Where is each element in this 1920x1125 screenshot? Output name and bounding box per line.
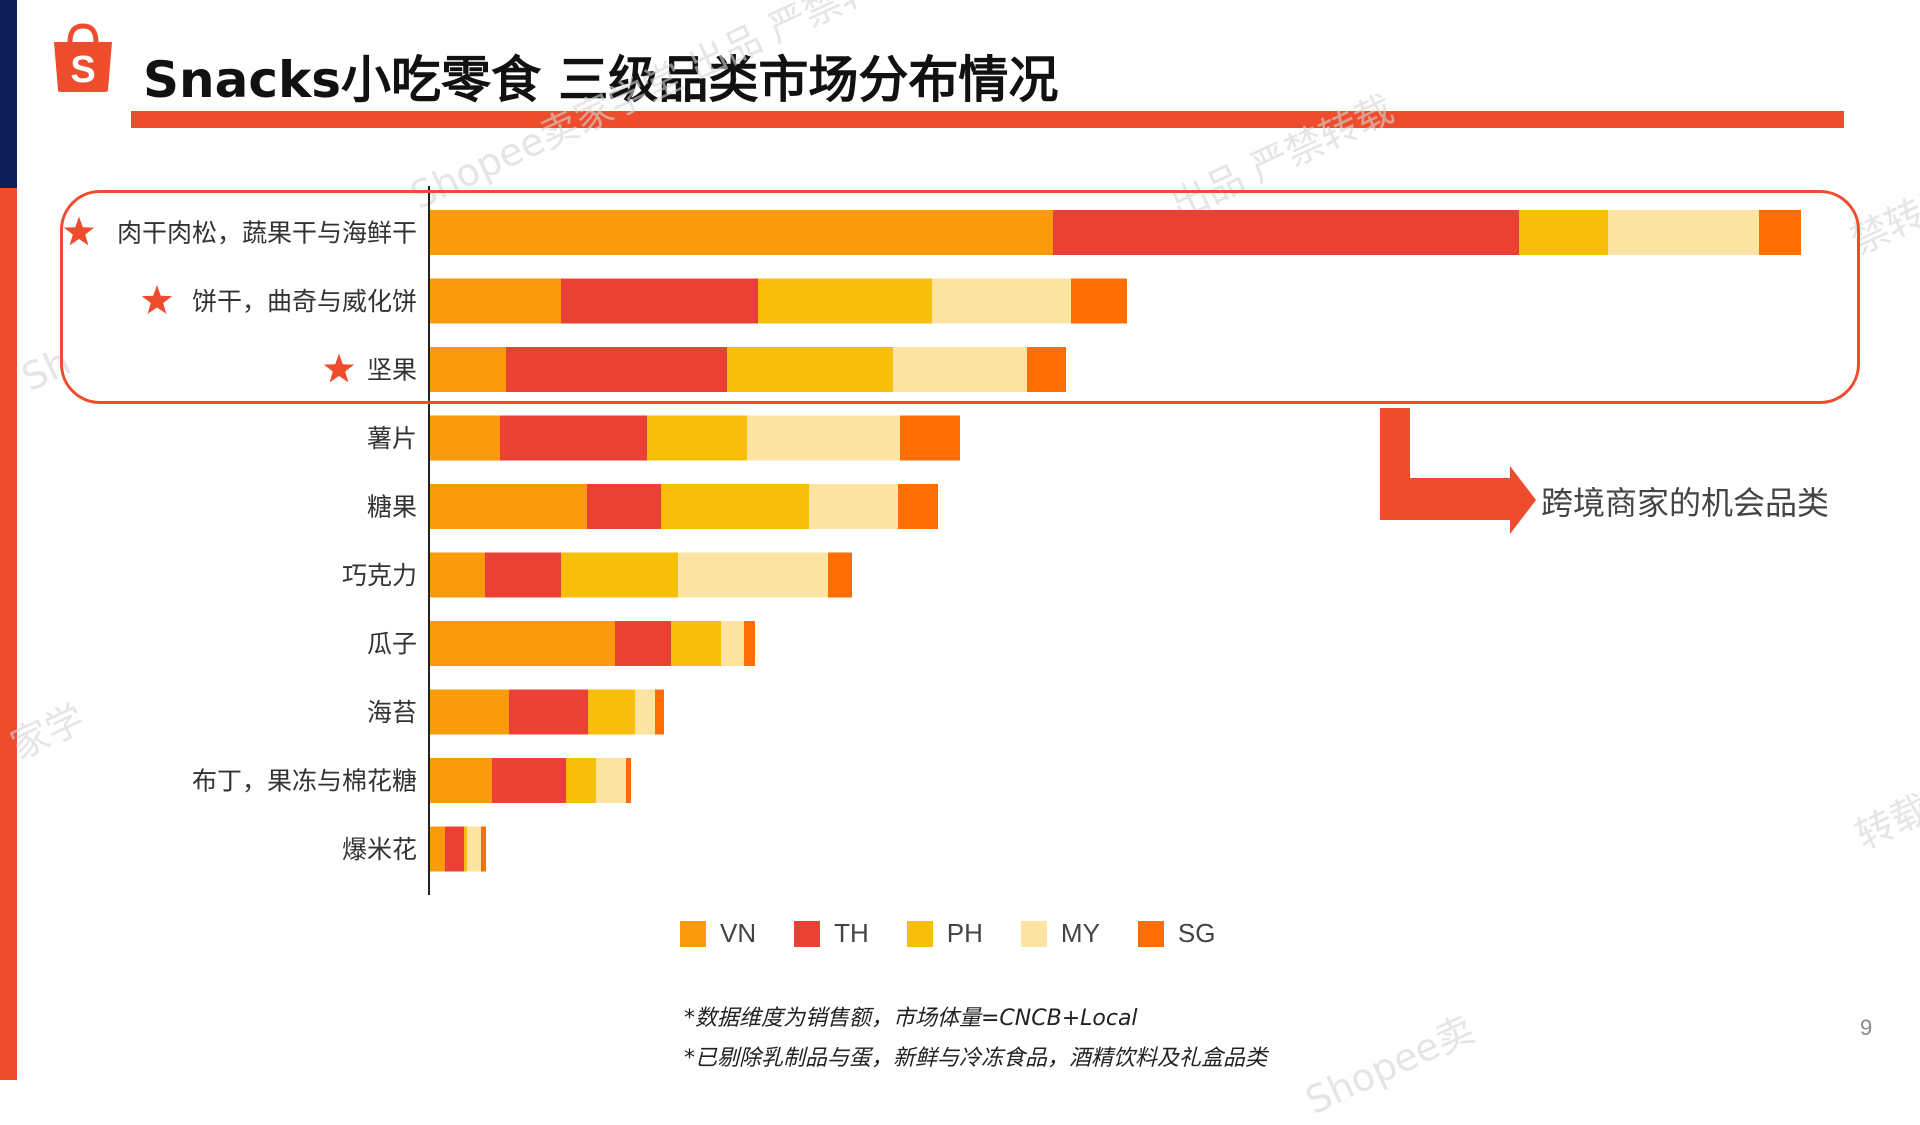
bar-segment-my [596, 758, 626, 803]
bar-segment-sg [744, 621, 755, 666]
category-label: 糖果 [367, 493, 417, 522]
legend-item-th: TH [794, 918, 869, 949]
bar-segment-my [809, 484, 898, 529]
bar-segment-th [500, 415, 647, 461]
legend-label: MY [1060, 918, 1100, 948]
category-label: 饼干，曲奇与威化饼 [192, 287, 417, 316]
bar-segment-ph [727, 347, 893, 392]
bar-segment-my [721, 621, 744, 666]
bar-segment-ph [1519, 210, 1608, 255]
bar-segment-ph [661, 484, 809, 529]
bar-segment-ph [561, 552, 678, 598]
legend-swatch [1020, 920, 1047, 947]
bar-segment-vn [430, 484, 587, 529]
bar-segment-vn [430, 347, 506, 392]
bar-segment-th [506, 347, 727, 392]
stacked-bar-chart: 肉干肉松，蔬果干与海鲜干饼干，曲奇与威化饼坚果薯片糖果巧克力瓜子海苔布丁，果冻与… [63, 186, 1801, 895]
bar-segment-sg [900, 415, 960, 461]
bar-segment-ph [758, 278, 932, 324]
bar-segment-vn [430, 758, 492, 803]
bar-segment-my [678, 552, 828, 598]
category-label: 爆米花 [342, 835, 417, 864]
bar-segment-my [635, 689, 655, 735]
star-icon [323, 353, 355, 383]
category-label: 肉干肉松，蔬果干与海鲜干 [117, 219, 417, 248]
page-number: 9 [1860, 1015, 1873, 1040]
legend-swatch [680, 920, 706, 947]
category-label: 瓜子 [367, 630, 417, 659]
bar-segment-my [893, 347, 1027, 392]
bar-segment-sg [1759, 210, 1801, 255]
bar-segment-th [509, 689, 588, 735]
bar-segment-th [1053, 210, 1519, 255]
side-accent-bar-navy [0, 0, 17, 188]
bar-segment-vn [430, 552, 485, 598]
bar-segment-ph [588, 689, 635, 735]
legend-item-ph: PH [906, 918, 983, 949]
chart-legend: VN TH PH MY SG [680, 918, 1254, 949]
bar-segment-my [747, 415, 900, 461]
bar-segment-ph [464, 826, 467, 872]
legend-item-sg: SG [1137, 918, 1216, 949]
legend-item-vn: VN [680, 918, 756, 949]
callout-arrow-icon [1380, 408, 1536, 534]
bar-segment-th [587, 484, 661, 529]
legend-swatch [906, 920, 933, 947]
opportunity-highlight-box [60, 190, 1860, 404]
bar-segment-th [615, 621, 671, 666]
legend-swatch [794, 920, 821, 947]
page-title: Snacks小吃零食 三级品类市场分布情况 [143, 51, 1059, 109]
legend-label: TH [834, 918, 869, 948]
bar-segment-vn [430, 689, 509, 735]
side-accent-bar-orange [0, 188, 17, 1080]
category-label: 薯片 [367, 424, 417, 453]
bar-segment-vn [430, 415, 500, 461]
callout-label: 跨境商家的机会品类 [1541, 484, 1830, 522]
category-label: 坚果 [367, 356, 417, 385]
bar-segment-sg [655, 689, 664, 735]
bar-segment-sg [626, 758, 631, 803]
bar-segment-sg [1071, 278, 1127, 324]
bar-segment-sg [828, 552, 852, 598]
category-label: 巧克力 [342, 561, 417, 590]
bar-segment-vn [430, 210, 1053, 255]
legend-swatch [1137, 920, 1164, 947]
bar-segment-my [467, 826, 481, 872]
bar-segment-sg [1027, 347, 1066, 392]
category-label: 布丁，果冻与棉花糖 [192, 767, 417, 796]
svg-text:S: S [70, 49, 95, 91]
bar-segment-ph [566, 758, 596, 803]
bar-segment-th [485, 552, 561, 598]
bar-segment-ph [647, 415, 747, 461]
legend-label: SG [1177, 918, 1216, 948]
shopee-bag-icon: S [54, 23, 112, 92]
legend-item-my: MY [1020, 918, 1100, 949]
bar-segment-vn [430, 278, 561, 324]
star-icon [141, 285, 173, 314]
category-label: 海苔 [367, 698, 417, 727]
bar-segment-vn [430, 621, 615, 666]
star-icon [63, 216, 95, 246]
footnote: *已剔除乳制品与蛋，新鲜与冷冻食品，酒精饮料及礼盒品类 [684, 1046, 1268, 1071]
bar-segment-my [932, 278, 1071, 324]
bar-segment-th [445, 826, 464, 872]
legend-label: VN [720, 918, 757, 948]
bar-segment-th [492, 758, 566, 803]
legend-label: PH [946, 918, 983, 948]
bar-segment-ph [671, 621, 721, 666]
footnote: *数据维度为销售额，市场体量=CNCB+Local [684, 1006, 1138, 1031]
bar-segment-my [1608, 210, 1759, 255]
bar-segment-vn [430, 826, 445, 872]
bar-segment-th [561, 278, 758, 324]
title-underline [131, 111, 1844, 128]
bar-segment-sg [898, 484, 938, 529]
bar-segment-sg [481, 826, 486, 872]
